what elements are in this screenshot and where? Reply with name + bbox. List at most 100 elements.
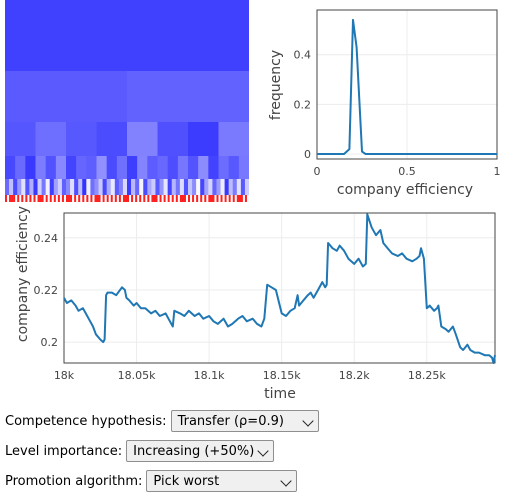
hierarchy-heatmap [5, 0, 249, 202]
hierarchy-cell [74, 179, 79, 195]
hist-xlabel: company efficiency [337, 182, 473, 198]
hierarchy-cell [33, 179, 38, 195]
hierarchy-cell [116, 156, 128, 179]
hierarchy-cell [127, 122, 158, 156]
hierarchy-cell [41, 179, 46, 195]
hierarchy-cell [179, 179, 185, 195]
hierarchy-cell [200, 179, 205, 195]
hierarchy-bottom-cell [92, 195, 95, 202]
hierarchy-bottom-cell [124, 195, 128, 202]
hierarchy-bottom-cell [196, 195, 199, 202]
hierarchy-bottom-cell [236, 195, 240, 202]
ts-xtick-label: 18.1k [194, 369, 225, 382]
hierarchy-cell [13, 179, 18, 195]
hierarchy-bottom-cell [94, 195, 97, 202]
promotion-algorithm-select[interactable]: Pick worst [146, 470, 298, 492]
hierarchy-cell [45, 156, 57, 179]
hierarchy-bottom-cell [19, 195, 22, 202]
hierarchy-bottom-cell [183, 195, 187, 202]
level-importance-select[interactable]: Increasing (+50%) [126, 440, 275, 462]
hierarchy-cell [155, 179, 160, 195]
hist-xtick-label: 1 [494, 165, 501, 178]
hierarchy-cell [9, 179, 14, 195]
hierarchy-bottom-cell [220, 195, 223, 202]
chevron-down-icon [257, 445, 269, 457]
ts-xtick-label: 18.05k [118, 369, 156, 382]
hierarchy-cell [127, 156, 138, 179]
hierarchy-cell [151, 179, 156, 195]
hierarchy-bottom-cell [45, 195, 48, 202]
hierarchy-cell [29, 179, 34, 195]
hierarchy-bottom-cell [25, 195, 28, 202]
hierarchy-bottom-cell [29, 195, 32, 202]
hierarchy-cell [135, 179, 140, 195]
hierarchy-cell [147, 179, 152, 195]
hierarchy-bottom-cell [171, 195, 174, 202]
hierarchy-bottom-cell [159, 195, 162, 202]
hierarchy-bottom-cell [149, 195, 152, 202]
hierarchy-bottom-cell [104, 195, 107, 202]
hierarchy-bottom-cell [206, 195, 209, 202]
hierarchy-bottom-cell [218, 195, 221, 202]
hierarchy-bottom-cell [47, 195, 50, 202]
hierarchy-bottom-cell [228, 195, 231, 202]
hierarchy-bottom-cell [188, 195, 191, 202]
efficiency-timeseries-chart: company efficiency time 18k 18.05k 18.1k 18… [15, 206, 496, 402]
hierarchy-bottom-cell [214, 195, 217, 202]
hierarchy-bottom-cell [163, 195, 166, 202]
hierarchy-cell [86, 179, 91, 195]
hierarchy-cell [90, 179, 95, 195]
hierarchy-cell [5, 71, 128, 122]
hierarchy-bottom-cell [78, 195, 81, 202]
hierarchy-cell [96, 156, 107, 179]
hierarchy-cell [212, 179, 217, 195]
hierarchy-cell [127, 71, 249, 122]
hierarchy-bottom-cell [226, 195, 229, 202]
hierarchy-cell [53, 179, 59, 195]
ts-xtick-label: 18.15k [263, 369, 301, 382]
hierarchy-bottom-cell [106, 195, 109, 202]
hierarchy-cell [5, 0, 249, 71]
hierarchy-bottom-cell [88, 195, 91, 202]
hierarchy-bottom-cell [153, 195, 156, 202]
hierarchy-cell [131, 179, 136, 195]
hierarchy-cell [96, 122, 128, 156]
hierarchy-cell [25, 156, 36, 179]
hierarchy-bottom-cell [145, 195, 148, 202]
hierarchy-bottom-cell [5, 195, 8, 202]
hierarchy-cell [240, 179, 246, 195]
ts-series-line [63, 213, 496, 364]
hierarchy-bottom-cell [147, 195, 150, 202]
hierarchy-cell [55, 156, 67, 179]
hierarchy-bottom-cell [80, 195, 83, 202]
hierarchy-bottom-cell [86, 195, 89, 202]
hierarchy-bottom-cell [234, 195, 237, 202]
competence-hypothesis-select[interactable]: Transfer (ρ=0.9) [170, 410, 319, 432]
hierarchy-bottom-cell [84, 195, 87, 202]
hierarchy-cell [204, 179, 209, 195]
hierarchy-bottom-cell [102, 195, 105, 202]
hierarchy-cell [94, 179, 99, 195]
hierarchy-bottom-cell [74, 195, 77, 202]
hierarchy-cell [183, 179, 189, 195]
hierarchy-cell [192, 179, 197, 195]
hierarchy-cell [232, 179, 238, 195]
hierarchy-cell [196, 179, 201, 195]
hierarchy-bottom-cell [118, 195, 122, 202]
ts-xtick-label: 18k [54, 369, 75, 382]
hierarchy-bottom-cell [185, 195, 189, 202]
hierarchy-cell [5, 122, 36, 156]
hierarchy-cell [78, 179, 83, 195]
competence-hypothesis-label: Competence hypothesis: [5, 413, 167, 429]
level-importance-label: Level importance: [5, 443, 123, 459]
hierarchy-cell [216, 179, 221, 195]
hierarchy-cell [228, 156, 240, 179]
hierarchy-bottom-cell [53, 195, 57, 202]
hierarchy-bottom-cell [127, 195, 130, 202]
hierarchy-cell [188, 179, 193, 195]
hierarchy-bottom-cell [175, 195, 179, 202]
hierarchy-bottom-cell [57, 195, 61, 202]
hierarchy-cell [244, 179, 249, 195]
hierarchy-bottom-cell [179, 195, 183, 202]
hierarchy-bottom-cell [129, 195, 132, 202]
